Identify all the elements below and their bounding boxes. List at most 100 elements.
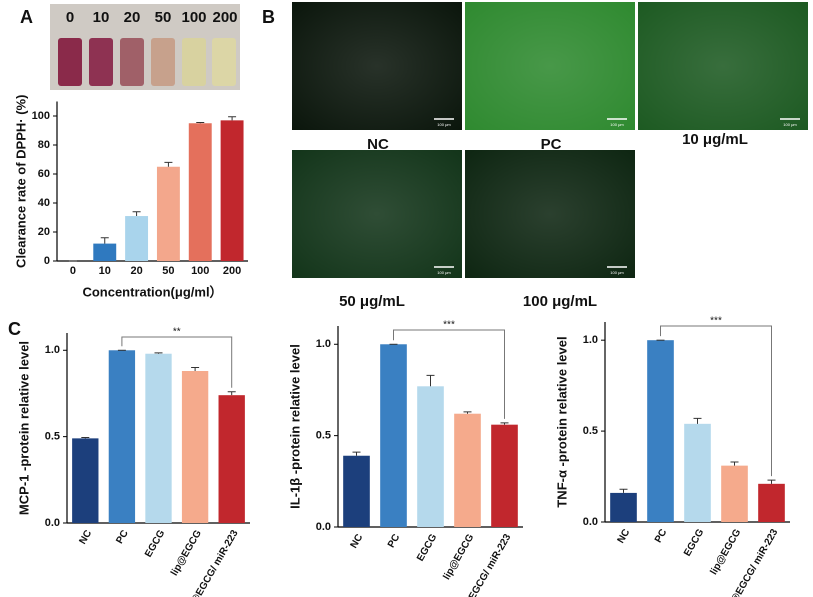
bar (188, 123, 212, 261)
y-axis-label: Clearance rate of DPPH· (%) (13, 95, 28, 268)
x-tick-label: PC (114, 528, 130, 546)
error-bar (81, 437, 90, 439)
bar (145, 353, 172, 523)
tube (182, 38, 206, 86)
bar (610, 492, 637, 522)
bar (454, 413, 481, 527)
bar (218, 395, 245, 523)
x-tick-label: NC (77, 528, 94, 546)
error-bar (228, 116, 237, 121)
tube-label: 50 (155, 9, 172, 26)
significance-bracket (121, 336, 233, 388)
micrograph-glow (292, 2, 462, 130)
x-tick-label: 200 (223, 265, 241, 277)
scale-bar-label: 100 μm (437, 122, 451, 127)
y-axis-label: TNF-α -protein relative level (554, 336, 569, 507)
bar (758, 483, 785, 522)
bar (380, 344, 407, 527)
tubes (58, 38, 236, 86)
bar (684, 423, 711, 522)
x-tick-label: 20 (130, 265, 142, 277)
tube-label: 10 (93, 9, 110, 26)
y-tick-label: 0.5 (316, 430, 331, 442)
tube (120, 38, 144, 86)
image-label: 50 μg/mL (339, 293, 405, 310)
y-tick-label: 1.0 (583, 334, 598, 346)
image-label: NC (367, 136, 389, 153)
error-bar (693, 417, 702, 424)
error-bar (352, 451, 361, 456)
bar (721, 465, 748, 522)
error-bar (767, 479, 776, 484)
bar (343, 455, 370, 527)
y-axis-label: MCP-1 -protein relative level (16, 341, 31, 515)
x-axis-label: Concentration(μg/ml） (82, 284, 222, 299)
tube (151, 38, 175, 86)
x-tick-label: lip@EGCG (169, 528, 204, 578)
error-bar (500, 422, 509, 425)
tube (58, 38, 82, 86)
error-bar (227, 391, 236, 396)
y-tick-label: 80 (38, 139, 50, 151)
bar (72, 438, 99, 523)
error-bar (100, 237, 109, 244)
x-tick-label: PC (653, 527, 669, 545)
y-tick-label: 100 (32, 110, 50, 122)
significance-label: ** (173, 327, 181, 338)
tube-label: 200 (212, 9, 237, 26)
x-tick-label: PC (386, 532, 402, 550)
bar (125, 216, 149, 261)
y-tick-label: 0.0 (316, 521, 331, 533)
bar (108, 350, 136, 523)
tube (89, 38, 113, 86)
y-tick-label: 1.0 (45, 344, 60, 356)
significance-label: *** (710, 316, 722, 327)
micrograph-glow (465, 150, 635, 278)
x-tick-label: 100 (191, 265, 209, 277)
bar (93, 243, 117, 261)
error-bar (463, 411, 472, 414)
panel-label: A (20, 7, 33, 27)
image-label: PC (541, 136, 562, 153)
y-tick-label: 0.5 (45, 431, 60, 443)
y-axis-label: IL-1β -protein relative level (287, 344, 302, 509)
y-tick-label: 0.0 (583, 516, 598, 528)
tube-label: 20 (124, 9, 141, 26)
bar (220, 120, 244, 261)
error-bar (132, 211, 141, 217)
panel-label: B (262, 7, 275, 27)
error-bar (154, 352, 163, 354)
x-tick-label: EGCG (415, 532, 439, 563)
error-bar (426, 374, 435, 387)
bar (491, 424, 518, 527)
scale-bar-label: 100 μm (610, 122, 624, 127)
image-label: 100 μg/mL (523, 293, 597, 310)
tube (212, 38, 236, 86)
error-bar (619, 488, 628, 493)
y-tick-label: 40 (38, 197, 50, 209)
x-tick-label: NC (349, 532, 366, 550)
error-bar (730, 461, 739, 466)
tube-label: 100 (181, 9, 206, 26)
scale-bar-label: 100 μm (610, 270, 624, 275)
bar (417, 386, 444, 527)
y-tick-label: 0 (44, 255, 50, 267)
x-tick-label: EGCG (143, 528, 167, 559)
x-tick-label: 10 (99, 265, 111, 277)
significance-bracket (660, 325, 772, 477)
image-label: 10 μg/mL (682, 131, 748, 148)
panel-label: C (8, 319, 21, 339)
scale-bar-label: 100 μm (783, 122, 797, 127)
micrograph-glow (638, 2, 808, 130)
scale-bar-label: 100 μm (437, 270, 451, 275)
x-tick-label: 50 (162, 265, 174, 277)
micrograph-glow (292, 150, 462, 278)
y-tick-label: 0.0 (45, 517, 60, 529)
y-tick-label: 20 (38, 226, 50, 238)
x-tick-label: EGCG (682, 527, 706, 558)
error-bar (191, 367, 200, 371)
x-tick-label: lip@EGCG (708, 527, 743, 577)
y-tick-label: 60 (38, 168, 50, 180)
tube-label: 0 (66, 9, 74, 26)
